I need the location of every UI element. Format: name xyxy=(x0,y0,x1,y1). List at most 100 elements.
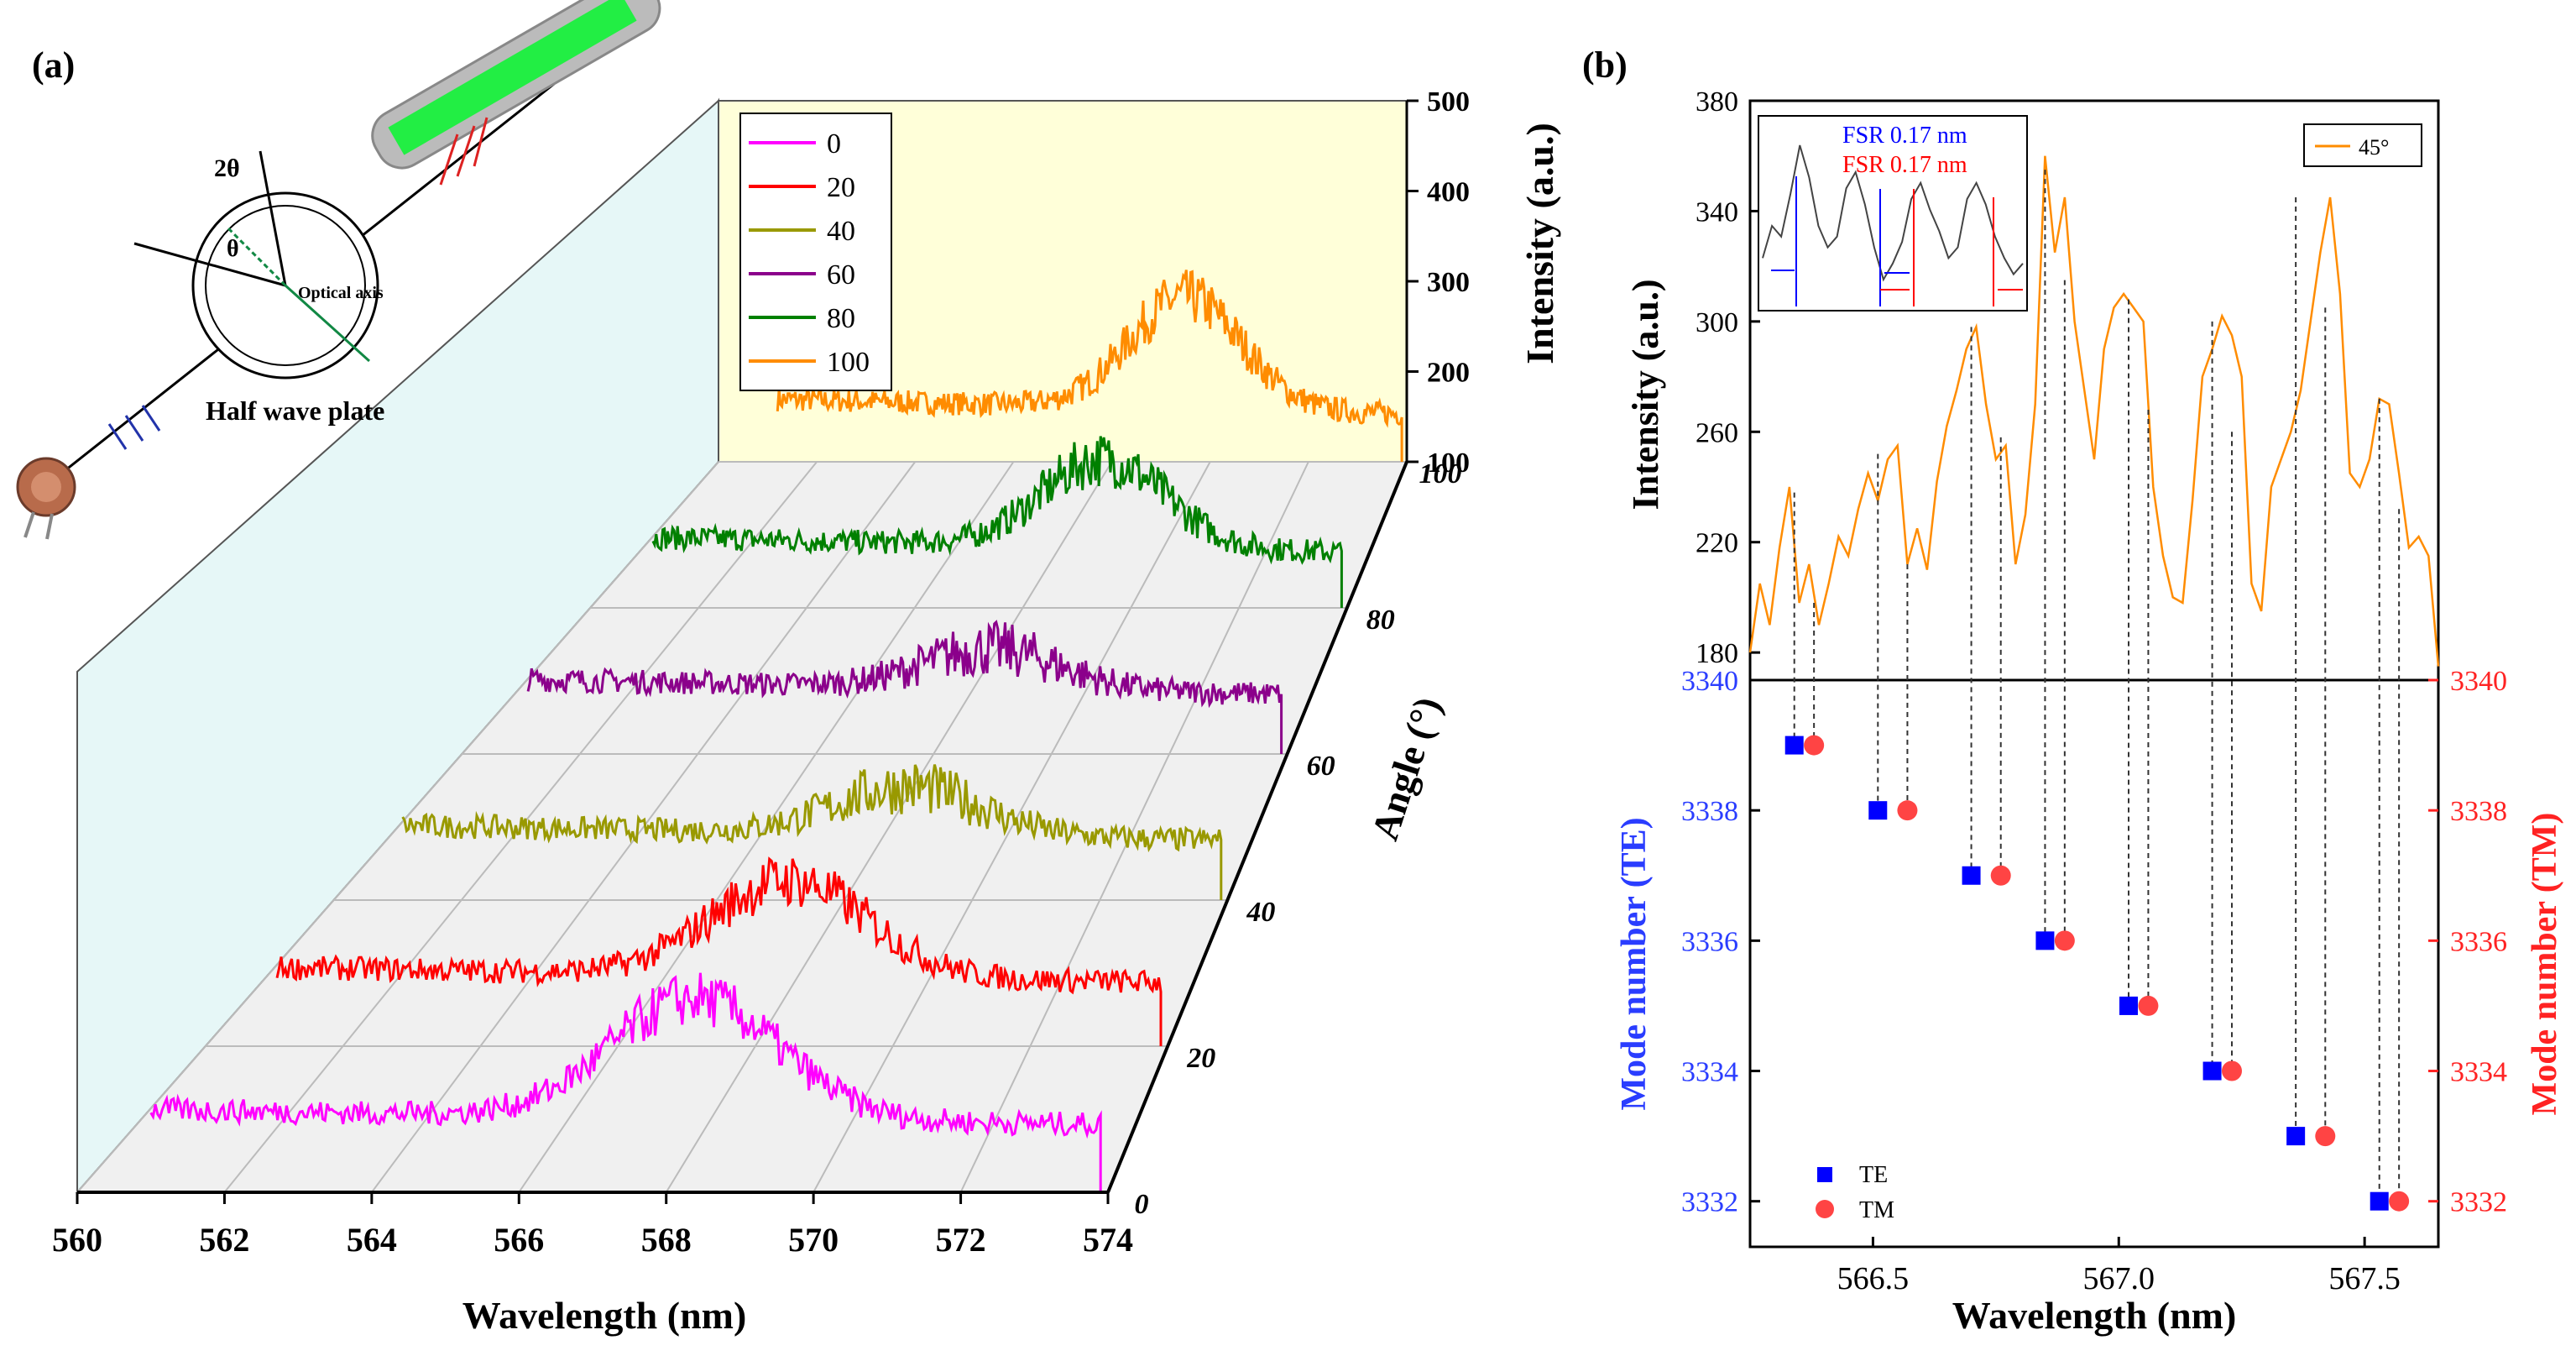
tm-point xyxy=(2222,1060,2242,1081)
panel-b-bottom-ticks: 3332 3332 3334 3334 3336 3336 3338 3338 3340 3340… xyxy=(1681,666,2507,1296)
panel-b-bottom-legend: TE TM xyxy=(1816,1162,1894,1223)
legend-te-label: TE xyxy=(1859,1162,1888,1188)
grid-line-x xyxy=(371,461,917,1193)
left-ytick-label: 3332 xyxy=(1681,1187,1738,1218)
tm-point xyxy=(1897,800,1918,821)
laser-diode-icon xyxy=(16,457,76,540)
polarization-arrows-red xyxy=(439,117,489,186)
grid-line-x xyxy=(665,461,1113,1193)
tm-point xyxy=(1990,865,2011,886)
te-point xyxy=(2202,1061,2222,1081)
x-tick-label: 562 xyxy=(199,1221,249,1259)
grid-line-x xyxy=(76,461,719,1193)
bottom-xtick-label: 566.5 xyxy=(1837,1261,1910,1296)
intensity-45-line xyxy=(1748,155,2440,667)
x-tick-label: 560 xyxy=(52,1221,102,1259)
axis-arrow xyxy=(133,242,286,287)
theta-label: θ xyxy=(227,236,239,262)
trace-20 xyxy=(275,856,1163,1046)
trace-40 xyxy=(401,764,1223,900)
inset-frame xyxy=(1758,115,2028,312)
panel-a-legend: 0 20 40 60 80 100 xyxy=(739,113,892,391)
grid-lines xyxy=(76,461,1408,1193)
intensity-tick-label: 200 xyxy=(1427,358,1470,389)
legend-tm-label: TM xyxy=(1859,1197,1894,1223)
te-point xyxy=(1962,866,1981,885)
tm-point xyxy=(2138,995,2159,1016)
panel-b-bottom-frame xyxy=(1748,678,2440,1249)
x-tick-label: 572 xyxy=(936,1221,986,1259)
intensity-ticks: 100 200 300 400 500 xyxy=(1405,86,1470,479)
tm-point xyxy=(1804,735,1825,756)
legend-label-80: 80 xyxy=(827,303,855,334)
angle-tick-label: 20 xyxy=(1186,1043,1215,1074)
legend-label-0: 0 xyxy=(827,128,841,160)
panel-a-xlabel: Wavelength (nm) xyxy=(462,1294,747,1337)
half-wave-plate-label: Half wave plate xyxy=(206,395,384,426)
x-tick-label: 570 xyxy=(788,1221,839,1259)
trace-80 xyxy=(651,436,1343,608)
panel-a-3d-plot: 560 562 564 566 568 570 572 574 0 20 40 60 80 100 10… xyxy=(52,86,1561,1337)
angle-tick-label: 60 xyxy=(1307,751,1335,782)
grid-line-x xyxy=(813,461,1211,1193)
angle-tick-label: 80 xyxy=(1366,605,1395,636)
optical-setup-diagram: 2θ θ Optical axis Half wave plate xyxy=(16,0,661,540)
inset-fsr-tm: FSR 0.17 nm xyxy=(1842,152,1967,178)
panel-a-label: (a) xyxy=(32,45,75,86)
x-ticks: 560 562 564 566 568 570 572 574 xyxy=(52,1192,1133,1259)
top-ytick-label: 340 xyxy=(1696,196,1738,228)
angle-tick-label: 100 xyxy=(1419,458,1462,490)
te-point xyxy=(2119,996,2138,1015)
right-ytick-label: 3332 xyxy=(2450,1187,2507,1218)
right-ytick-label: 3336 xyxy=(2450,926,2507,957)
top-ytick-label: 180 xyxy=(1696,638,1738,669)
panel-a-ylabel: Intensity (a.u.) xyxy=(1518,123,1561,364)
inset-line xyxy=(1762,144,2024,282)
panel-b-top-ylabel: Intensity (a.u.) xyxy=(1625,279,1666,510)
right-ytick-label: 3338 xyxy=(2450,796,2507,827)
panel-b-xlabel: Wavelength (nm) xyxy=(1952,1294,2237,1337)
trace-60 xyxy=(526,620,1283,754)
laser-tube-icon xyxy=(371,0,661,170)
te-point xyxy=(2286,1127,2306,1146)
panel-a-zlabel: Angle (°) xyxy=(1363,692,1450,846)
grid-line-x xyxy=(959,461,1309,1193)
panel-b-right-ylabel: Mode number (TM) xyxy=(2526,813,2564,1116)
legend-label-60: 60 xyxy=(827,259,855,291)
inset-fsr-te: FSR 0.17 nm xyxy=(1842,123,1967,149)
top-ytick-label: 260 xyxy=(1696,417,1738,448)
legend-te-swatch xyxy=(1817,1167,1832,1182)
intensity-tick-label: 300 xyxy=(1427,267,1470,298)
legend-box xyxy=(739,113,892,391)
spectra-traces xyxy=(149,270,1403,1192)
left-ytick-label: 3338 xyxy=(1681,796,1738,827)
tm-point xyxy=(2315,1126,2336,1147)
intensity-tick-label: 400 xyxy=(1427,177,1470,208)
polarization-arrows-blue xyxy=(107,405,161,450)
right-ytick-label: 3340 xyxy=(2450,666,2507,697)
x-tick-label: 564 xyxy=(347,1221,397,1259)
legend-label-40: 40 xyxy=(827,216,855,247)
two-theta-label: 2θ xyxy=(214,154,240,182)
intensity-tick-label: 500 xyxy=(1427,86,1470,118)
tm-point xyxy=(2054,930,2075,951)
angle-tick-label: 40 xyxy=(1246,897,1275,928)
right-ytick-label: 3334 xyxy=(2450,1057,2507,1088)
tm-point xyxy=(2389,1191,2410,1212)
intensity-tick-label: 100 xyxy=(1427,448,1470,479)
top-ytick-label: 220 xyxy=(1696,528,1738,559)
angle-axis-line xyxy=(1106,461,1408,1193)
trace-0 xyxy=(149,972,1102,1192)
top-ytick-label: 300 xyxy=(1696,307,1738,338)
bottom-xtick-label: 567.5 xyxy=(2328,1261,2401,1296)
x-tick-label: 568 xyxy=(641,1221,692,1259)
mode-scatter-points xyxy=(1784,735,2410,1212)
x-tick-label: 566 xyxy=(494,1221,544,1259)
te-point xyxy=(2370,1191,2389,1211)
left-ytick-label: 3334 xyxy=(1681,1057,1738,1088)
left-ytick-label: 3336 xyxy=(1681,926,1738,957)
panel-b-left-ylabel: Mode number (TE) xyxy=(1615,817,1654,1110)
x-tick-label: 574 xyxy=(1083,1221,1133,1259)
panel-b-inset: FSR 0.17 nm FSR 0.17 nm xyxy=(1758,115,2028,312)
